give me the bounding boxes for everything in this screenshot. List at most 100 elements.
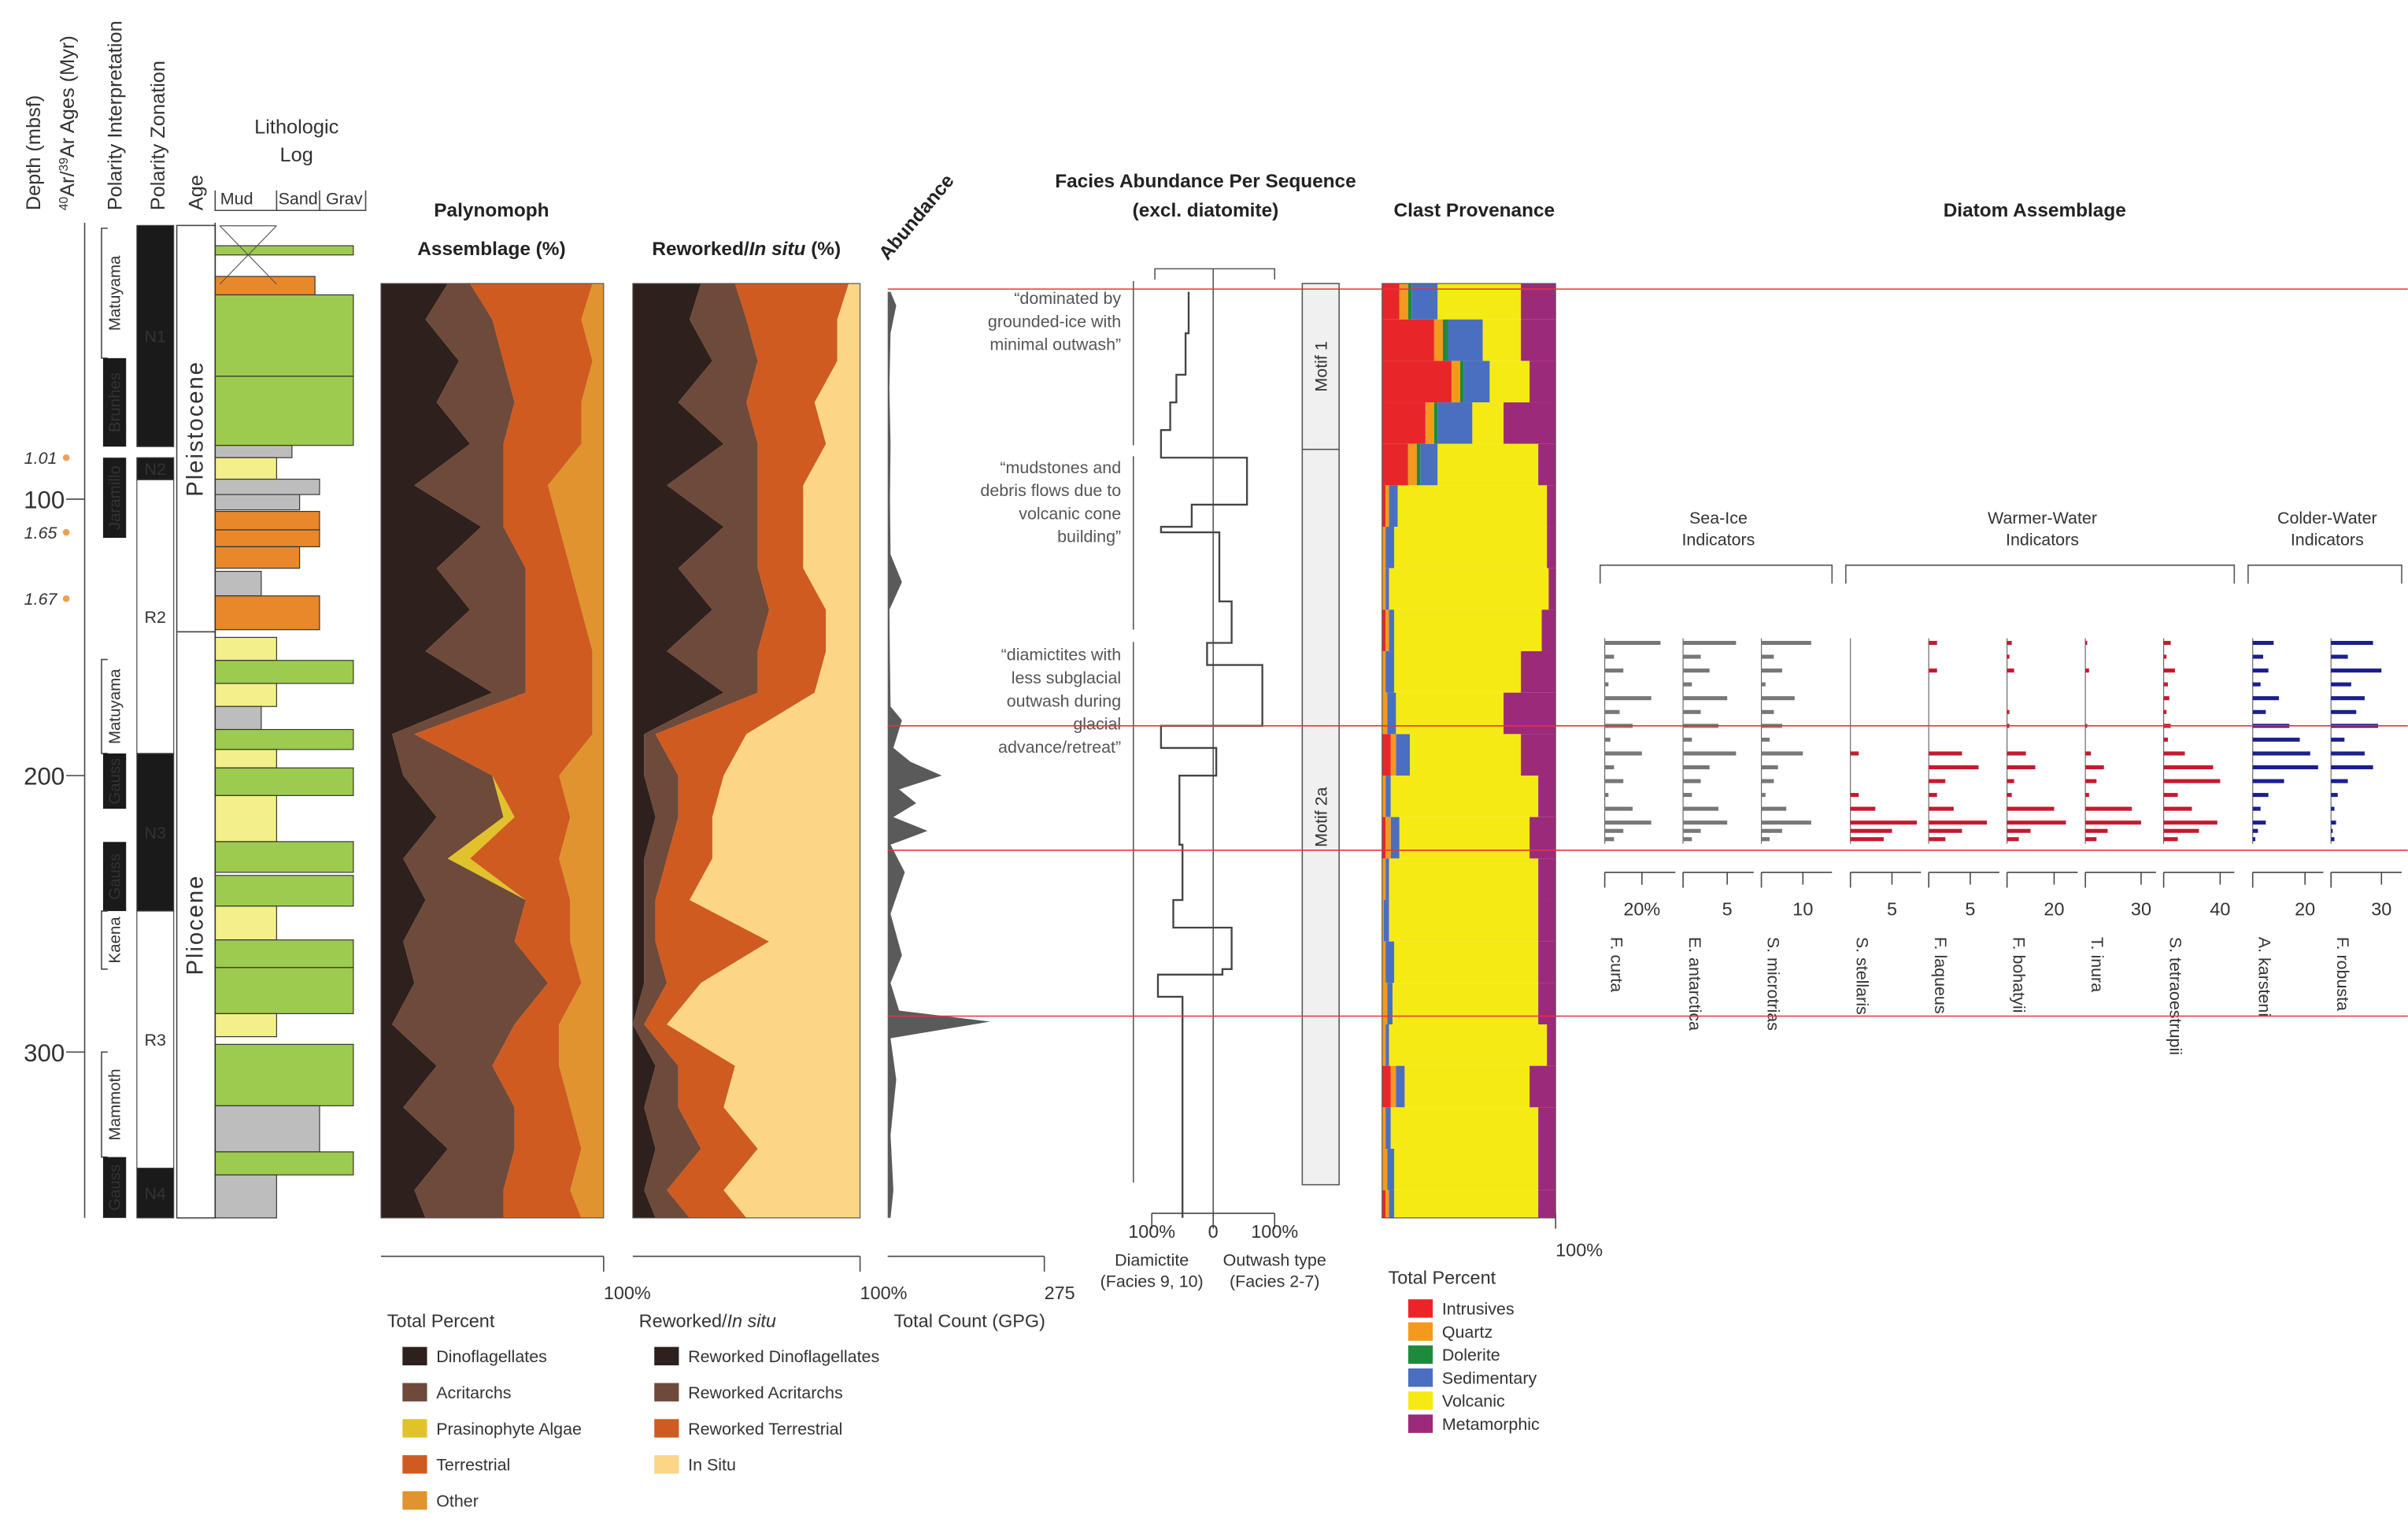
- annotation: outwash during: [1007, 691, 1121, 710]
- x-tick-label: 20: [2044, 899, 2064, 920]
- species-label: S. stellaris: [1852, 937, 1871, 1015]
- diatom-bar: [1604, 779, 1624, 783]
- legend-label: Intrusives: [1442, 1300, 1515, 1319]
- diatom-bar: [1683, 751, 1737, 756]
- age-dot: [62, 528, 70, 536]
- lithology-bed: [214, 445, 293, 458]
- epoch-label: Pliocene: [183, 875, 209, 976]
- legend-label: Prasinophyte Algae: [436, 1420, 582, 1439]
- species-label: F. robusta: [2333, 937, 2352, 1011]
- clast-bar: [1530, 817, 1556, 859]
- zone-label: N1: [145, 328, 166, 346]
- clast-bar: [1390, 1107, 1539, 1150]
- diatom-bar: [1929, 640, 1937, 646]
- x-axis-label-part: Total Count (GPG): [893, 1310, 1045, 1331]
- lithology-bed: [214, 794, 277, 842]
- annotation: minimal outwash”: [989, 335, 1121, 354]
- polarity-label: Kaena: [105, 917, 124, 964]
- species-label: S. tetraoestrupii: [2166, 937, 2184, 1055]
- clast-bar: [1382, 609, 1386, 652]
- diatom-bar: [2007, 751, 2026, 756]
- clast-bar: [1382, 1024, 1386, 1066]
- x-tick-label: 10: [1792, 899, 1813, 920]
- clast-bar: [1407, 283, 1412, 320]
- diatom-bar: [1604, 837, 1615, 842]
- clast-bar: [1420, 443, 1438, 486]
- diatom-bar: [2331, 837, 2335, 842]
- diatom-bar: [2331, 751, 2365, 756]
- diatom-bar: [2085, 668, 2089, 673]
- species-label: E. antarctica: [1685, 937, 1704, 1031]
- clast-bar: [1382, 941, 1386, 983]
- x-tick-label: 5: [1887, 899, 1897, 920]
- x-axis-label: Total Count (GPG): [893, 1310, 1045, 1331]
- diatom-bar: [1761, 837, 1770, 842]
- group-bracket: [2247, 565, 2402, 584]
- age-label: 1.67: [24, 590, 58, 609]
- diatom-bar: [2252, 837, 2256, 842]
- area: [414, 283, 593, 1218]
- polarity-label: Gauss: [105, 757, 124, 804]
- diatom-bar: [1929, 765, 1979, 770]
- diatom-bar: [2007, 793, 2012, 798]
- legend-label: Reworked Acritarchs: [688, 1383, 843, 1402]
- diatom-bar: [2085, 751, 2092, 756]
- clast-bar: [1530, 1065, 1556, 1108]
- lithology-bed: [214, 749, 277, 768]
- clast-bar: [1404, 1065, 1530, 1108]
- clast-bar: [1385, 485, 1389, 528]
- clast-bar: [1392, 983, 1539, 1025]
- lithology-bed: [214, 245, 354, 256]
- grain-size-label: Mud: [220, 189, 253, 208]
- diatom-bar: [2163, 765, 2214, 770]
- zone-label: R2: [145, 608, 166, 627]
- group-label: Indicators: [2006, 530, 2079, 549]
- clast-bar: [1399, 817, 1530, 859]
- diatom-bar: [2252, 668, 2269, 673]
- clast-bar: [1387, 692, 1396, 735]
- zone: [136, 1168, 175, 1219]
- clast-bar: [1547, 527, 1556, 568]
- area: [632, 283, 770, 1218]
- ages-header-part: Ar Ages (Myr): [57, 35, 79, 157]
- annotation: volcanic cone: [1019, 504, 1121, 523]
- legend-label: Quartz: [1442, 1323, 1493, 1342]
- clast-bar: [1382, 443, 1408, 486]
- ages-header-part: 39: [57, 157, 71, 171]
- diatom-bar: [2085, 806, 2132, 811]
- clast-bar: [1433, 319, 1443, 361]
- diatom-bar: [2252, 820, 2266, 825]
- species-label: T. inura: [2088, 937, 2107, 992]
- diatom-bar: [1761, 779, 1774, 783]
- diatom-bar: [2085, 828, 2108, 833]
- clast-bar: [1390, 1065, 1396, 1108]
- legend-label: Acritarchs: [436, 1383, 511, 1402]
- age-label: 1.65: [24, 524, 57, 543]
- lithology-bed: [214, 967, 354, 1014]
- diatom-bar: [1604, 751, 1642, 756]
- ages-header: 40Ar/39Ar Ages (Myr): [57, 35, 79, 210]
- diatom-bar: [1604, 668, 1624, 673]
- clast-bar: [1399, 283, 1408, 320]
- diatom-bar: [2252, 640, 2274, 646]
- clast-bar: [1382, 900, 1384, 942]
- polarity-label: Matuyama: [105, 255, 124, 331]
- legend-swatch: [402, 1383, 427, 1402]
- lithologic-log-header: Log: [280, 144, 313, 166]
- epoch-label: Pleistocene: [183, 361, 209, 497]
- clast-bar: [1538, 983, 1556, 1025]
- x-tick-label: 20: [2295, 899, 2315, 920]
- clast-bar: [1382, 1065, 1391, 1108]
- diatom-bar: [1683, 696, 1728, 701]
- diatom-bar: [1929, 806, 1954, 811]
- zone-label: N2: [145, 460, 166, 479]
- legend-swatch: [402, 1491, 427, 1510]
- diatom-bar: [1604, 737, 1611, 742]
- group-bracket: [1599, 565, 1833, 584]
- diatom-bar: [2331, 668, 2382, 673]
- annotation: grounded-ice with: [988, 312, 1121, 331]
- plot-frame: [1382, 283, 1556, 1219]
- diatom-bar: [2007, 837, 2019, 842]
- clast-bar: [1390, 776, 1539, 817]
- chart-title: Diatom Assemblage: [1944, 200, 2126, 221]
